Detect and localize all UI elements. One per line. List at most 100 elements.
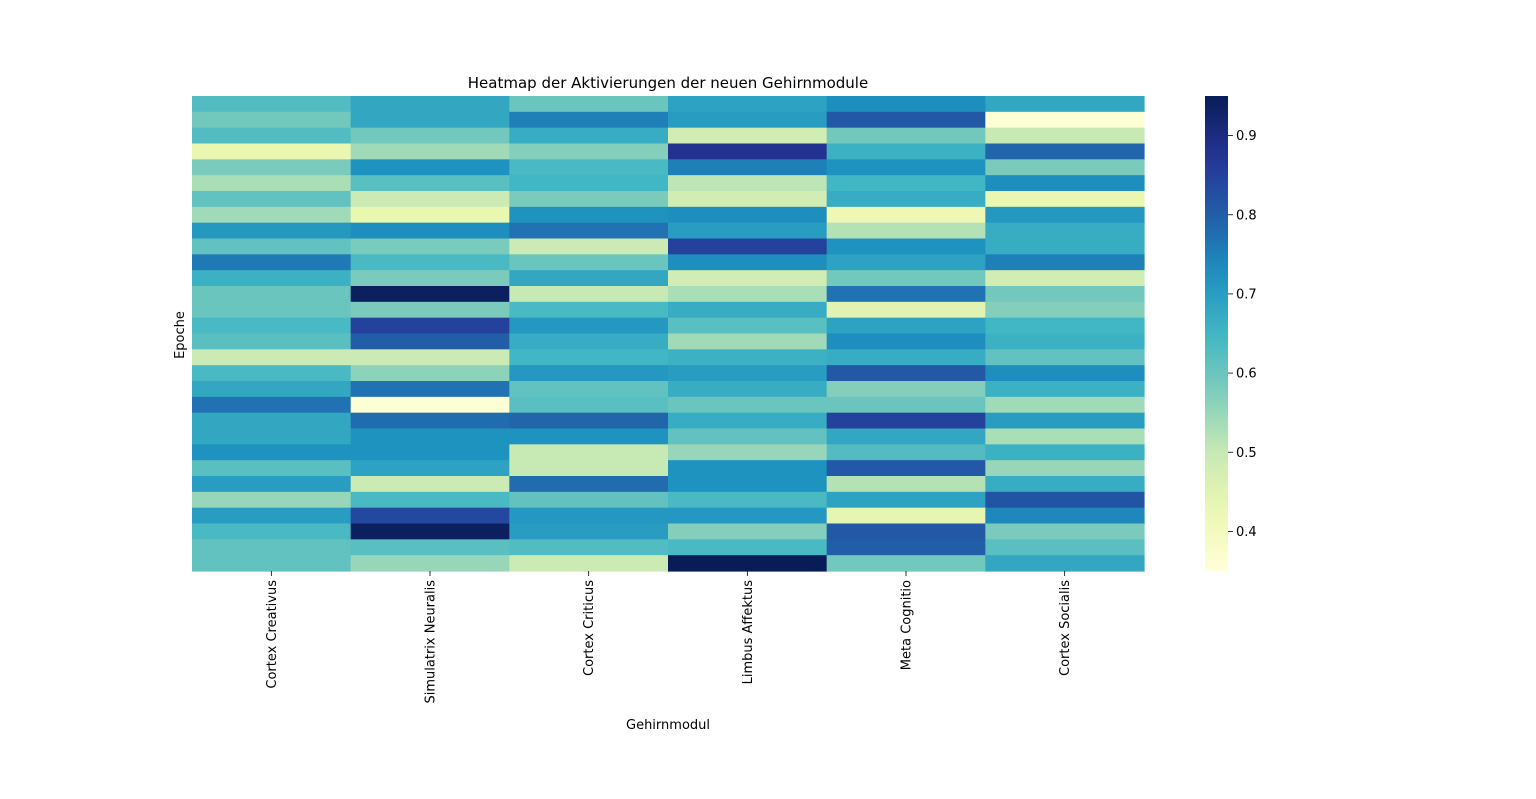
heatmap-cell	[350, 523, 510, 540]
heatmap-cell	[985, 301, 1145, 319]
heatmap-cell	[350, 491, 510, 509]
heatmap-cell	[668, 111, 828, 129]
heatmap-cell	[192, 159, 352, 176]
heatmap-cell	[826, 254, 986, 271]
heatmap-cell	[509, 286, 669, 303]
heatmap-cell	[509, 317, 669, 335]
heatmap-cell	[985, 238, 1145, 255]
heatmap-cell	[826, 159, 986, 176]
heatmap-cell	[826, 301, 986, 319]
heatmap-cell	[826, 111, 986, 129]
colorbar-tick-label: 0.7	[1236, 287, 1257, 302]
heatmap-cell	[826, 396, 986, 414]
heatmap-cell	[985, 507, 1145, 525]
heatmap-cell	[350, 365, 510, 382]
heatmap-cell	[350, 333, 510, 350]
heatmap-cell	[826, 143, 986, 160]
heatmap-cell	[985, 254, 1145, 271]
heatmap-cell	[509, 175, 669, 192]
heatmap-cell	[668, 365, 828, 382]
heatmap-cell	[985, 491, 1145, 509]
x-axis-ticks: Cortex Creativus Simulatrix Neuralis Corte…	[265, 571, 1073, 704]
heatmap-cell	[668, 175, 828, 192]
heatmap-cell	[826, 444, 986, 461]
heatmap-cell	[509, 381, 669, 398]
heatmap-cell	[509, 396, 669, 414]
heatmap-cell	[985, 460, 1145, 477]
heatmap-cell	[668, 412, 828, 430]
heatmap-cell	[826, 175, 986, 192]
colorbar-tick-label: 0.8	[1236, 208, 1257, 223]
heatmap-cell	[192, 428, 352, 445]
heatmap-cell	[509, 539, 669, 556]
heatmap-cell	[192, 96, 352, 113]
heatmap-cell	[668, 254, 828, 271]
heatmap-cell	[350, 238, 510, 255]
heatmap-cell	[350, 96, 510, 113]
heatmap-cell	[350, 301, 510, 319]
heatmap-cell	[668, 301, 828, 319]
chart-title: Heatmap der Aktivierungen der neuen Gehi…	[468, 74, 868, 92]
heatmap-cell	[826, 333, 986, 350]
heatmap-cell	[826, 238, 986, 255]
heatmap-cell	[192, 222, 352, 240]
heatmap-cell	[668, 238, 828, 255]
heatmap-cell	[826, 539, 986, 556]
heatmap-cell	[826, 317, 986, 335]
heatmap-cell	[350, 175, 510, 192]
heatmap-cell	[985, 539, 1145, 556]
heatmap-cell	[668, 491, 828, 509]
heatmap-cell	[985, 270, 1145, 287]
heatmap-cell	[985, 333, 1145, 350]
heatmap-cell	[509, 159, 669, 176]
heatmap-cell	[985, 428, 1145, 445]
heatmap-cell	[826, 286, 986, 303]
heatmap-cell	[985, 159, 1145, 176]
heatmap-cell	[668, 270, 828, 287]
heatmap-cell	[826, 507, 986, 525]
heatmap-cell	[826, 96, 986, 113]
heatmap-cell	[192, 127, 352, 145]
heatmap-cell	[192, 491, 352, 509]
heatmap-cell	[668, 159, 828, 176]
heatmap-cell	[509, 555, 669, 572]
heatmap-cell	[668, 460, 828, 477]
heatmap-cell	[985, 111, 1145, 129]
heatmap-cell	[668, 539, 828, 556]
heatmap-cell	[668, 507, 828, 525]
heatmap-cell	[668, 286, 828, 303]
heatmap-cell	[350, 143, 510, 160]
heatmap-cell	[826, 349, 986, 366]
colorbar-tick-label: 0.5	[1236, 446, 1257, 461]
heatmap-cell	[509, 301, 669, 319]
heatmap-cell	[668, 96, 828, 113]
heatmap-cell	[350, 381, 510, 398]
x-tick-label: Cortex Creativus	[265, 580, 280, 689]
colorbar-tick-label: 0.4	[1236, 525, 1257, 540]
heatmap-cell	[509, 412, 669, 430]
heatmap-cell	[350, 555, 510, 572]
heatmap-cell	[192, 365, 352, 382]
heatmap-cell	[350, 539, 510, 556]
heatmap-cell	[668, 127, 828, 145]
heatmap-cell	[509, 523, 669, 540]
heatmap-cell	[192, 206, 352, 224]
heatmap-cell	[350, 428, 510, 445]
heatmap-cell	[985, 412, 1145, 430]
heatmap-cell	[509, 444, 669, 461]
heatmap-cell	[826, 206, 986, 224]
heatmap-cell	[668, 349, 828, 366]
heatmap-cell	[192, 270, 352, 287]
heatmap-cell	[350, 349, 510, 366]
heatmap-cell	[826, 476, 986, 493]
heatmap-cell	[509, 127, 669, 145]
heatmap-cell	[668, 191, 828, 208]
heatmap-cell	[192, 333, 352, 350]
heatmap-cell	[509, 476, 669, 493]
heatmap-cell	[192, 191, 352, 208]
heatmap-cell	[985, 96, 1145, 113]
heatmap-cell	[509, 254, 669, 271]
heatmap-cell	[509, 333, 669, 350]
heatmap-cell	[192, 381, 352, 398]
heatmap-cell	[350, 444, 510, 461]
